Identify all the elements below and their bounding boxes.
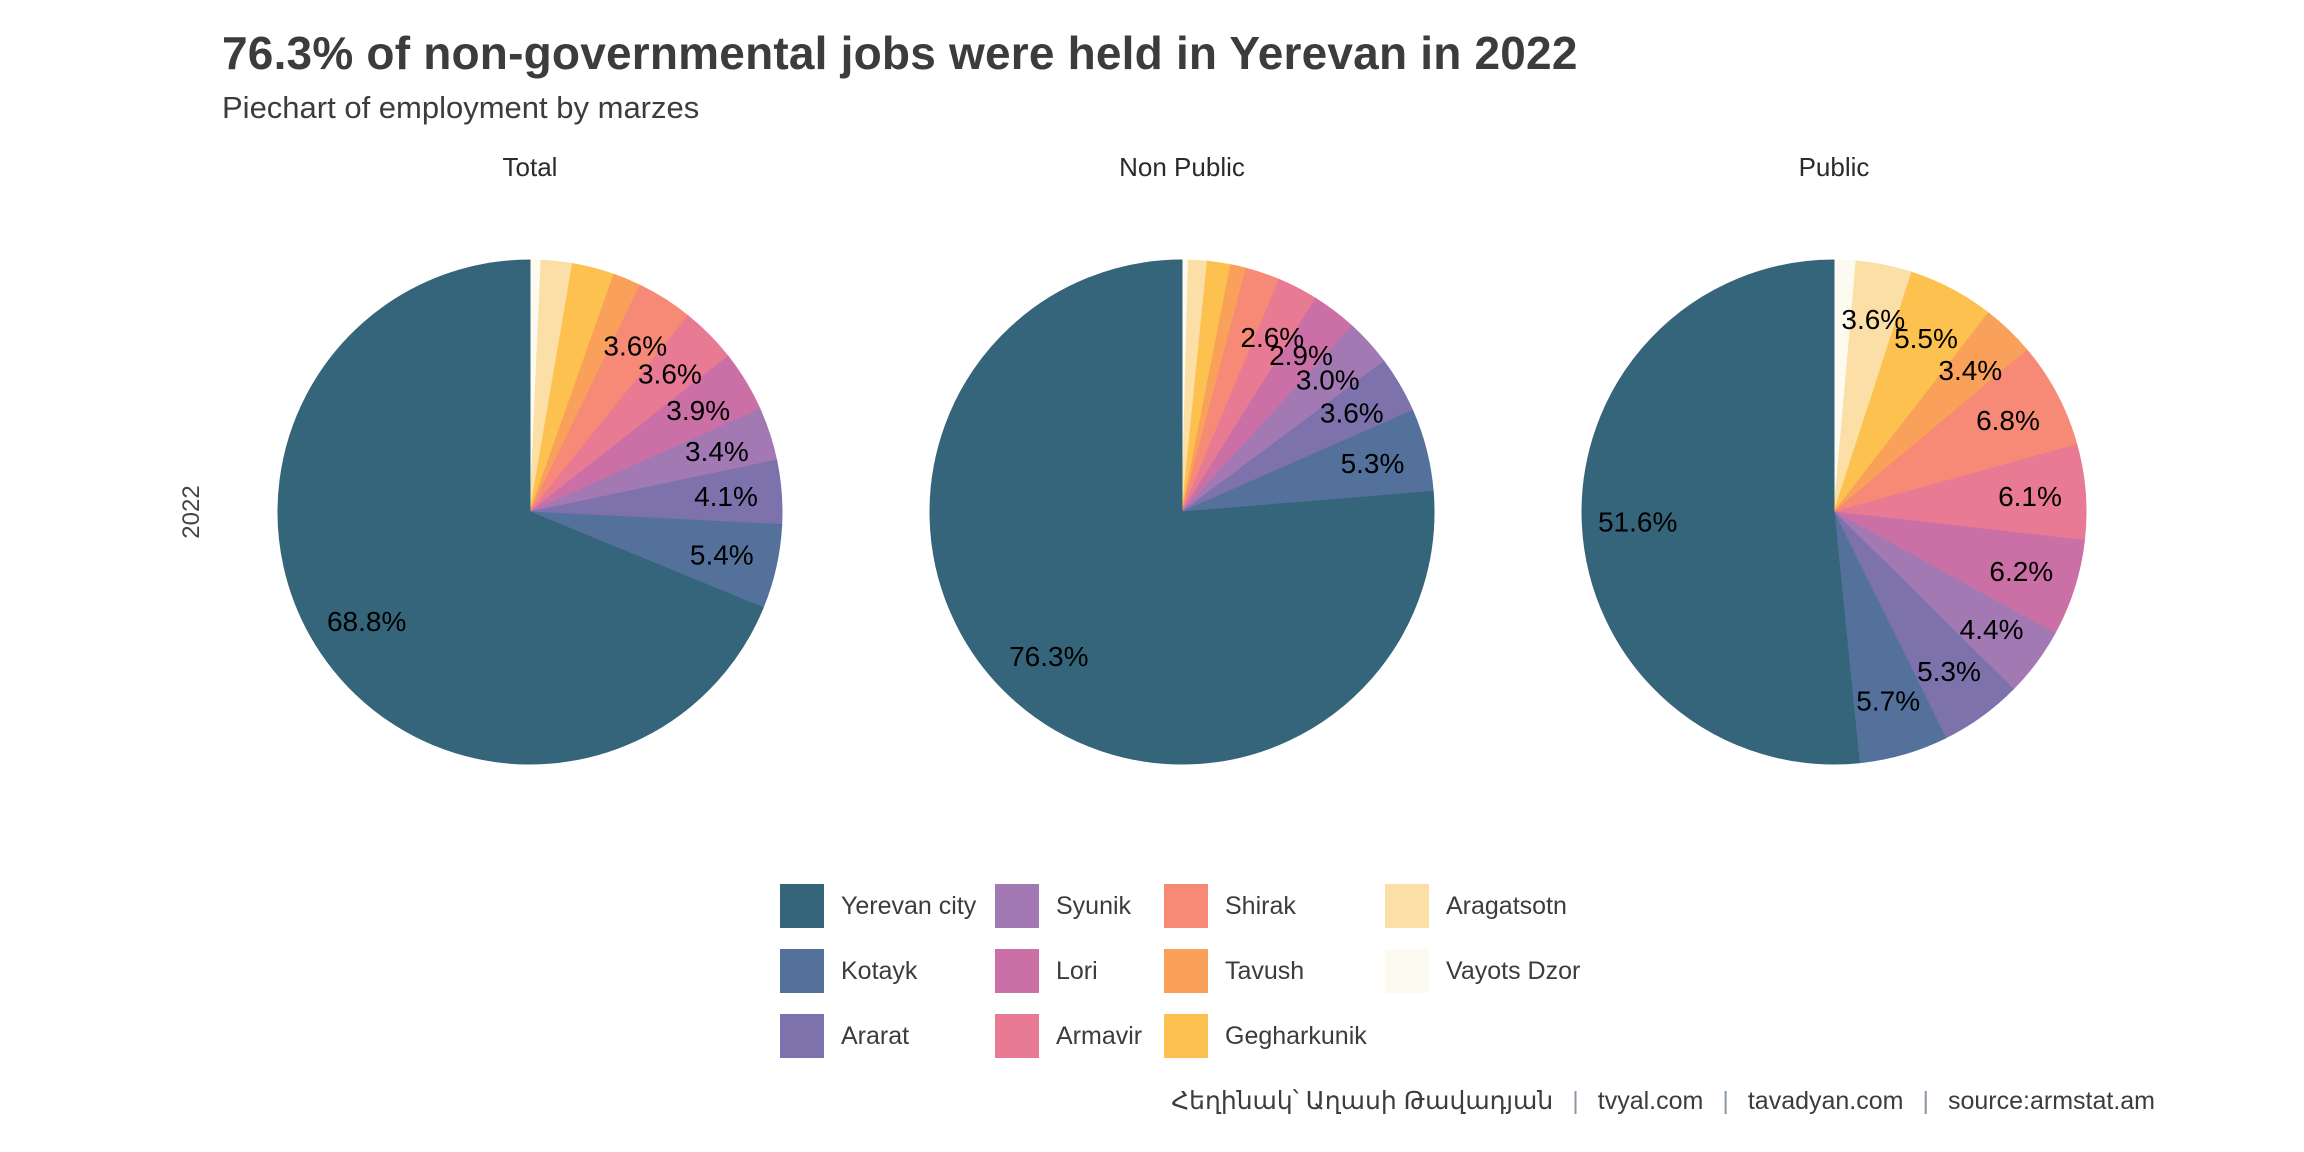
legend-swatch bbox=[1164, 884, 1208, 928]
pie-slice-label: 3.6% bbox=[638, 358, 702, 389]
pie-slice-label: 5.4% bbox=[690, 539, 754, 570]
footer-part: source:armstat.am bbox=[1947, 1087, 2155, 1115]
legend-column: Shirak Tavush Gegharkunik bbox=[1164, 884, 1385, 1079]
legend-item: Gegharkunik bbox=[1164, 1014, 1385, 1058]
footer-part: tvyal.com bbox=[1597, 1087, 1704, 1115]
legend-column: Syunik Lori Armavir bbox=[995, 884, 1164, 1079]
legend: Yerevan city Kotayk Ararat Syunik Lori Armavi… bbox=[780, 884, 1595, 1079]
pie-slice bbox=[1581, 259, 1860, 765]
legend-swatch bbox=[1385, 884, 1429, 928]
legend-item: Tavush bbox=[1164, 949, 1385, 993]
pie-slice bbox=[277, 259, 764, 765]
legend-item: Vayots Dzor bbox=[1385, 949, 1595, 993]
legend-item: Kotayk bbox=[780, 949, 995, 993]
facet-title-public: Public bbox=[1798, 152, 1870, 182]
pie-slice-label: 6.8% bbox=[1976, 405, 2040, 436]
pie-slice-label: 5.3% bbox=[1917, 656, 1981, 687]
pie-slice bbox=[1833, 349, 2078, 513]
pie-slice-label: 3.6% bbox=[603, 331, 667, 362]
legend-column: Yerevan city Kotayk Ararat bbox=[780, 884, 995, 1079]
pie-slice-label: 4.4% bbox=[1960, 614, 2024, 645]
legend-item: Yerevan city bbox=[780, 884, 995, 928]
legend-label: Aragatsotn bbox=[1446, 891, 1567, 920]
footer-separator: | bbox=[1572, 1087, 1579, 1115]
footer-part: tavadyan.com bbox=[1747, 1087, 1904, 1115]
legend-item: Shirak bbox=[1164, 884, 1385, 928]
pie-slice-label: 2.6% bbox=[1240, 322, 1304, 353]
legend-item: Ararat bbox=[780, 1014, 995, 1058]
legend-item: Syunik bbox=[995, 884, 1164, 928]
footer-caption: Հեղինակ՝ Աղասի Թավադյան | tvyal.com | tavady… bbox=[1171, 1086, 2155, 1116]
pie-slice-label: 51.6% bbox=[1598, 506, 1677, 537]
legend-swatch bbox=[780, 884, 824, 928]
legend-column: Aragatsotn Vayots Dzor bbox=[1385, 884, 1595, 1079]
pie-slice-label: 6.1% bbox=[1998, 481, 2062, 512]
pie-slice-label: 3.9% bbox=[666, 395, 730, 426]
pie-slice-label: 5.7% bbox=[1856, 685, 1920, 716]
legend-label: Shirak bbox=[1225, 891, 1296, 920]
legend-swatch bbox=[1164, 1014, 1208, 1058]
legend-item: Lori bbox=[995, 949, 1164, 993]
legend-swatch bbox=[780, 949, 824, 993]
pie-slice-label: 3.6% bbox=[1320, 398, 1384, 429]
facet-title-total: Total bbox=[502, 152, 558, 182]
pie-slice-label: 5.5% bbox=[1894, 323, 1958, 354]
pie-slice-label: 3.4% bbox=[685, 436, 749, 467]
pie-slice-label: 6.2% bbox=[1989, 556, 2053, 587]
facet-title-non-public: Non Public bbox=[1119, 152, 1245, 182]
legend-item: Aragatsotn bbox=[1385, 884, 1595, 928]
legend-swatch bbox=[995, 884, 1039, 928]
pie-slice-label: 3.4% bbox=[1938, 355, 2002, 386]
legend-swatch bbox=[995, 1014, 1039, 1058]
pie-slice-label: 68.8% bbox=[327, 606, 406, 637]
legend-swatch bbox=[1385, 949, 1429, 993]
legend-label: Vayots Dzor bbox=[1446, 956, 1581, 985]
legend-swatch bbox=[780, 1014, 824, 1058]
pie-slice-label: 4.1% bbox=[694, 481, 758, 512]
legend-label: Gegharkunik bbox=[1225, 1021, 1367, 1050]
legend-label: Tavush bbox=[1225, 956, 1305, 985]
pie-slice-label: 76.3% bbox=[1009, 641, 1088, 672]
legend-swatch bbox=[1164, 949, 1208, 993]
pie-slice-label: 2.9% bbox=[1269, 340, 1333, 371]
footer-separator: | bbox=[1922, 1087, 1929, 1115]
pie-slice-label: 5.3% bbox=[1341, 448, 1405, 479]
page-title: 76.3% of non-governmental jobs were held… bbox=[222, 27, 1578, 79]
legend-label: Armavir bbox=[1056, 1021, 1143, 1050]
legend-item: Armavir bbox=[995, 1014, 1164, 1058]
legend-label: Lori bbox=[1056, 956, 1098, 985]
legend-label: Ararat bbox=[841, 1021, 910, 1050]
facet-row-label-2022: 2022 bbox=[178, 485, 205, 539]
legend-label: Kotayk bbox=[841, 956, 918, 985]
page-subtitle: Piechart of employment by marzes bbox=[222, 90, 700, 125]
pie-slice-label: 3.0% bbox=[1296, 365, 1360, 396]
legend-label: Syunik bbox=[1056, 891, 1132, 920]
legend-swatch bbox=[995, 949, 1039, 993]
pie-slice-label: 3.6% bbox=[1841, 304, 1905, 335]
legend-label: Yerevan city bbox=[841, 891, 977, 920]
pie-slice bbox=[929, 259, 1435, 765]
footer-separator: | bbox=[1722, 1087, 1729, 1115]
footer-part: Հեղինակ՝ Աղասի Թավադյան bbox=[1171, 1087, 1554, 1115]
